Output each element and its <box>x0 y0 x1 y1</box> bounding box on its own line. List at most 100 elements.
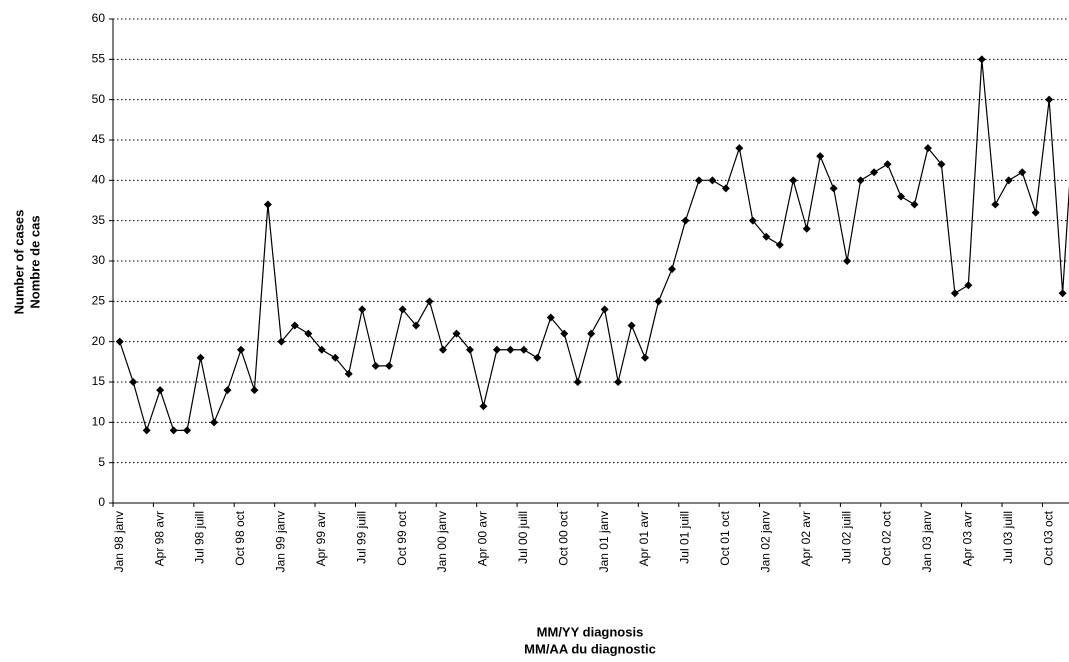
x-tick-label: Jul 03 juill <box>1001 511 1015 564</box>
marker <box>654 297 663 306</box>
x-tick-label: Oct 03 oct <box>1041 510 1055 565</box>
x-tick-label: Jul 00 juill <box>516 511 530 564</box>
y-tick-label: 55 <box>92 52 106 66</box>
x-tick-label: Jul 98 juill <box>193 511 207 564</box>
marker <box>398 305 407 314</box>
x-tick-label: Jul 01 juill <box>678 511 692 564</box>
x-tick-label: Jan 02 janv <box>758 511 772 572</box>
marker <box>560 329 569 338</box>
marker <box>331 353 340 362</box>
marker <box>937 160 946 169</box>
marker <box>923 144 932 153</box>
marker <box>385 361 394 370</box>
y-tick-label: 15 <box>92 374 106 388</box>
marker <box>721 184 730 193</box>
marker <box>169 426 178 435</box>
x-tick-label: Apr 02 avr <box>799 511 813 566</box>
marker <box>748 216 757 225</box>
y-tick-label: 40 <box>92 173 106 187</box>
marker <box>802 224 811 233</box>
marker <box>465 345 474 354</box>
marker <box>641 353 650 362</box>
marker <box>371 361 380 370</box>
y-tick-label: 35 <box>92 213 106 227</box>
x-tick-label: Jul 99 juill <box>354 511 368 564</box>
x-tick-label: Oct 99 oct <box>395 510 409 565</box>
x-tick-label: Apr 03 avr <box>961 511 975 566</box>
x-tick-label: Apr 01 avr <box>637 511 651 566</box>
marker <box>735 144 744 153</box>
x-tick-label: Jan 00 janv <box>435 511 449 572</box>
marker <box>883 160 892 169</box>
marker <box>775 240 784 249</box>
x-tick-label: Oct 98 oct <box>233 510 247 565</box>
marker <box>263 200 272 209</box>
marker <box>829 184 838 193</box>
x-tick-label: Jan 98 janv <box>112 511 126 572</box>
y-tick-label: 60 <box>92 11 106 25</box>
x-tick-label: Jul 02 juill <box>839 511 853 564</box>
x-tick-label: Jan 01 janv <box>597 511 611 572</box>
x-tick-label: Apr 00 avr <box>476 511 490 566</box>
marker <box>856 176 865 185</box>
marker <box>196 353 205 362</box>
y-tick-label: 50 <box>92 92 106 106</box>
y-tick-label: 0 <box>98 495 105 509</box>
marker <box>1058 289 1067 298</box>
marker <box>668 265 677 274</box>
marker <box>317 345 326 354</box>
series-line <box>119 59 1069 433</box>
marker <box>1031 208 1040 217</box>
marker <box>290 321 299 330</box>
marker <box>142 426 151 435</box>
x-tick-label: Jan 99 janv <box>274 511 288 572</box>
marker <box>506 345 515 354</box>
y-tick-label: 20 <box>92 334 106 348</box>
marker <box>600 305 609 314</box>
y-tick-label: 5 <box>98 455 105 469</box>
plot-area <box>115 55 1069 435</box>
marker <box>156 386 165 395</box>
y-tick-label: 10 <box>92 415 106 429</box>
marker <box>964 281 973 290</box>
marker <box>519 345 528 354</box>
marker <box>546 313 555 322</box>
x-tick-label: Oct 01 oct <box>718 510 732 565</box>
x-tick-label: Jan 03 janv <box>920 511 934 572</box>
marker <box>344 369 353 378</box>
marker <box>816 152 825 161</box>
marker <box>991 200 1000 209</box>
marker <box>762 232 771 241</box>
y-axis-title-line: Number of cases <box>11 210 26 315</box>
marker <box>843 257 852 265</box>
marker <box>587 329 596 338</box>
marker <box>223 386 232 395</box>
marker <box>183 426 192 435</box>
marker <box>1018 168 1027 177</box>
y-tick-label: 25 <box>92 294 106 308</box>
marker <box>1004 176 1013 185</box>
marker <box>115 337 124 346</box>
marker <box>236 345 245 354</box>
x-tick-label: Apr 99 avr <box>314 511 328 566</box>
marker <box>439 345 448 354</box>
x-axis-title: MM/YY diagnosis <box>537 624 644 639</box>
marker <box>492 345 501 354</box>
marker <box>627 321 636 330</box>
y-axis-title-line: Nombre de cas <box>27 215 42 308</box>
marker <box>452 329 461 338</box>
marker <box>479 402 488 411</box>
marker <box>694 176 703 185</box>
y-tick-label: 30 <box>92 253 106 267</box>
marker <box>870 168 879 177</box>
y-tick-label: 45 <box>92 132 106 146</box>
marker <box>304 329 313 338</box>
marker <box>533 353 542 362</box>
x-tick-label: Oct 00 oct <box>556 510 570 565</box>
y-axis-title: Number of cases Nombre de cas <box>11 210 42 315</box>
marker <box>910 200 919 209</box>
x-axis-title: MM/AA du diagnostic <box>524 641 656 656</box>
marker <box>412 321 421 330</box>
marker <box>950 289 959 298</box>
